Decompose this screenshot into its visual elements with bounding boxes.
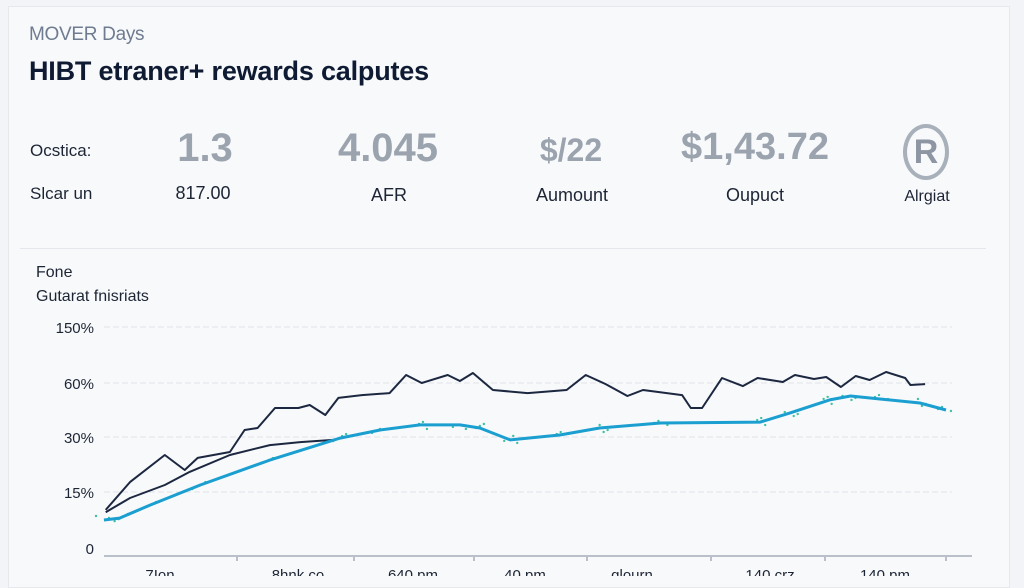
- stat-label: Aumount: [535, 185, 609, 205]
- scatter-point: [830, 402, 833, 406]
- scatter-point: [606, 428, 609, 432]
- scatter-point: [602, 430, 605, 434]
- stat-label: AFR: [371, 185, 407, 205]
- scatter-point: [657, 419, 660, 423]
- stat-value: $1,43.72: [681, 126, 829, 168]
- eyebrow-label: MOVER Days: [29, 24, 145, 45]
- scatter-point: [760, 416, 763, 420]
- divider: [20, 248, 986, 249]
- stat-value: $/22: [539, 132, 603, 168]
- scatter-point: [516, 441, 519, 445]
- scatter-point: [598, 423, 601, 427]
- scatter-point: [482, 422, 486, 426]
- x-tick-label: 140 pm: [860, 567, 910, 576]
- scatter-point: [826, 395, 829, 399]
- scatter-point: [792, 414, 795, 418]
- scatter-point: [425, 427, 429, 431]
- scatter-point: [764, 423, 767, 427]
- y-tick-label: 60%: [64, 376, 94, 393]
- y-tick-label: 30%: [64, 430, 94, 447]
- x-tick-label: 40 pm: [504, 567, 546, 576]
- series-line-blue-trend: [103, 394, 947, 522]
- stat-label: Alrgiat: [904, 188, 950, 205]
- scatter-point: [877, 393, 881, 397]
- scatter-point: [113, 519, 116, 523]
- x-tick-label: 7Ion: [145, 567, 174, 576]
- page-title: HIBT etraner+ rewards calputes: [29, 56, 429, 86]
- scatter-point: [916, 397, 920, 401]
- x-tick-label: 140 crz: [745, 567, 794, 576]
- stat-row-label: Slcar un: [30, 184, 93, 203]
- y-tick-label: 0: [86, 541, 94, 558]
- scatter-point: [344, 432, 348, 436]
- y-tick-label: 15%: [64, 485, 94, 502]
- scatter-point: [796, 412, 799, 416]
- scatter-point: [464, 427, 468, 431]
- stat-label: Oupuct: [725, 185, 785, 205]
- scatter-point: [850, 398, 853, 402]
- scatter-point: [920, 404, 924, 408]
- series-line-dark-jagged: [104, 371, 926, 511]
- y-tick-label: 150%: [56, 320, 94, 337]
- x-tick-label: qlourn: [611, 567, 653, 576]
- scatter-point: [503, 439, 506, 443]
- chart-title: Fone: [36, 264, 73, 281]
- stat-label: 817.00: [175, 183, 231, 203]
- x-tick-label: 8hnk co: [272, 567, 325, 576]
- x-tick-label: 640 pm: [388, 567, 438, 576]
- stat-value: 1.3: [177, 126, 233, 170]
- chart-subtitle: Gutarat fnisriats: [36, 288, 149, 305]
- scatter-point: [421, 420, 425, 424]
- scatter-point: [94, 514, 98, 518]
- stat-row-label: Ocstica:: [30, 141, 92, 160]
- series-line-dark-smooth: [105, 438, 334, 514]
- scatter-point: [822, 397, 825, 401]
- r-badge-icon: R: [903, 124, 949, 180]
- rewards-card: [8, 6, 1010, 588]
- line-chart: 0 15% 30% 60% 150% 7Ion 8hnk co 640 pm 40 pm qlou…: [56, 320, 972, 576]
- scatter-point: [949, 409, 953, 413]
- scatter-point: [512, 434, 515, 438]
- scatter-point: [783, 410, 786, 414]
- stat-value: 4.045: [337, 126, 439, 170]
- scatter-point: [559, 430, 562, 434]
